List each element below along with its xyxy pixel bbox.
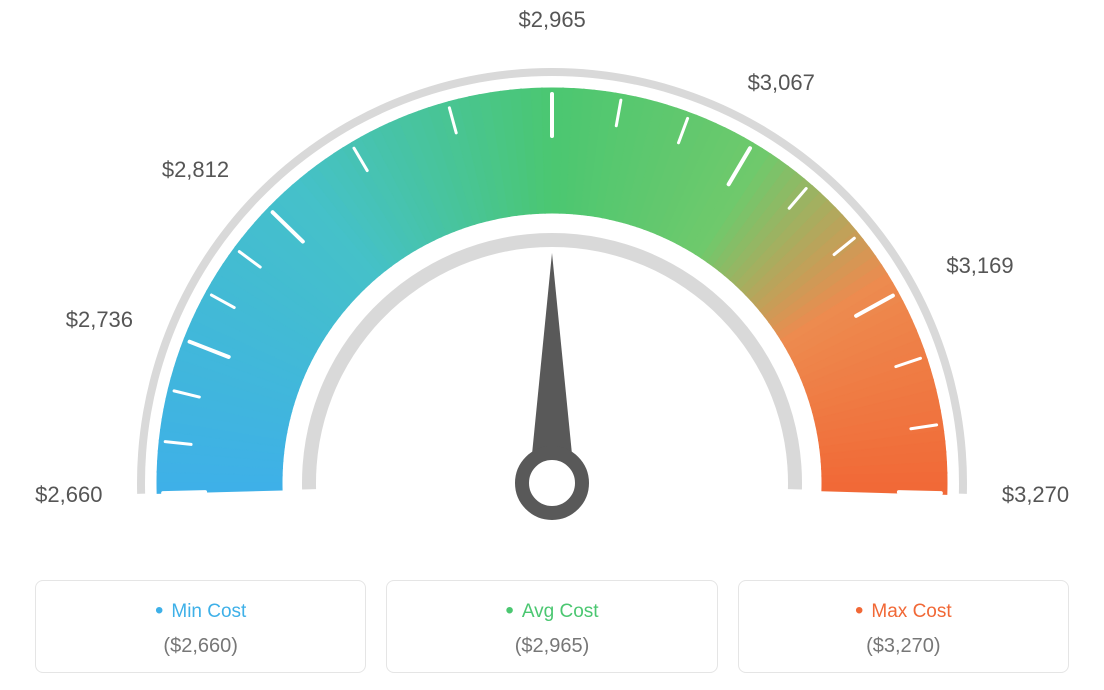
legend-title-avg: Avg Cost — [387, 597, 716, 625]
gauge-chart: $2,660 $2,736 $2,812 $2,965 $3,067 $3,169 $3,2… — [0, 0, 1104, 560]
gauge-tick-label: $2,660 — [35, 482, 102, 508]
legend-card-min: Min Cost ($2,660) — [35, 580, 366, 673]
legend-value-max: ($3,270) — [739, 635, 1068, 658]
gauge-tick-label: $2,736 — [66, 307, 133, 333]
legend-value-avg: ($2,965) — [387, 635, 716, 658]
gauge-tick-label: $2,965 — [519, 7, 586, 33]
legend-title-max: Max Cost — [739, 597, 1068, 625]
legend-card-max: Max Cost ($3,270) — [738, 580, 1069, 673]
legend-card-avg: Avg Cost ($2,965) — [386, 580, 717, 673]
legend-row: Min Cost ($2,660) Avg Cost ($2,965) Max … — [35, 580, 1069, 673]
gauge-tick-label: $3,067 — [748, 70, 815, 96]
legend-value-min: ($2,660) — [36, 635, 365, 658]
legend-title-min: Min Cost — [36, 597, 365, 625]
gauge-tick-label: $3,270 — [1002, 482, 1069, 508]
gauge-svg — [0, 0, 1104, 560]
gauge-tick-label: $3,169 — [946, 253, 1013, 279]
gauge-tick-label: $2,812 — [162, 157, 229, 183]
